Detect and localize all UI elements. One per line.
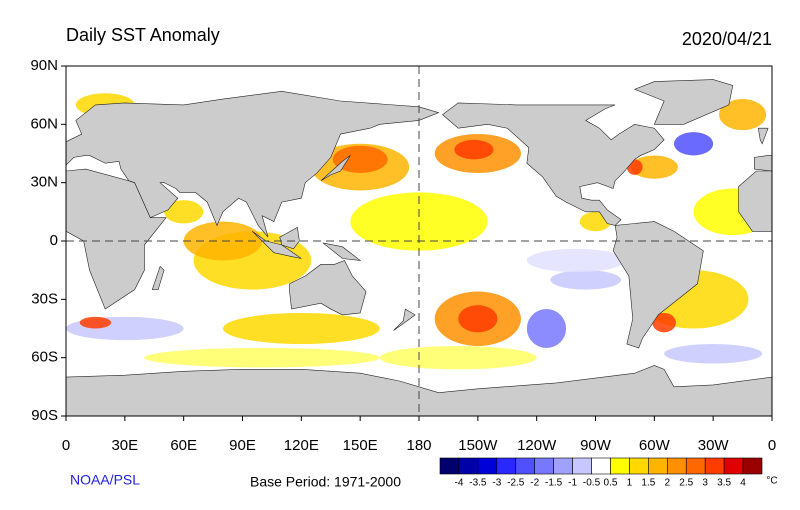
anomaly-patch: [164, 200, 204, 224]
colorbar-box: [648, 457, 668, 475]
anomaly-patch: [664, 344, 763, 364]
lon-label: 120E: [284, 437, 319, 454]
lat-label: 30N: [30, 174, 58, 191]
land: [151, 265, 165, 290]
date: 2020/04/21: [682, 29, 772, 49]
lon-label: 0: [62, 437, 70, 454]
land: [320, 155, 351, 181]
land: [322, 242, 362, 261]
land: [289, 260, 367, 316]
colorbar-box: [515, 457, 536, 475]
colorbar-label: -4: [454, 478, 463, 489]
colorbar-box: [477, 457, 498, 475]
credit: NOAA/PSL: [70, 472, 140, 488]
colorbar-label: 0.5: [604, 478, 618, 489]
land: [65, 90, 440, 238]
anomaly-patch: [454, 139, 494, 160]
colorbar-label: 2.5: [679, 478, 693, 489]
colorbar-box: [685, 457, 706, 475]
lon-label: 150E: [343, 437, 378, 454]
lat-label: 60N: [30, 115, 58, 132]
colorbar-label: 3.5: [717, 478, 731, 489]
land: [757, 127, 769, 145]
lon-label: 0: [768, 437, 776, 454]
lon-label: 60W: [639, 437, 671, 454]
colorbar-label: -3.5: [469, 478, 487, 489]
colorbar-box: [610, 457, 630, 475]
colorbar-box: [742, 457, 763, 475]
colorbar-box: [629, 457, 649, 475]
lat-label: 90S: [31, 407, 58, 424]
lon-label: 30E: [111, 437, 138, 454]
land: [754, 155, 773, 172]
anomaly-patch: [526, 309, 567, 348]
colorbar-box: [496, 457, 517, 475]
anomaly-patch: [350, 192, 488, 251]
colorbar-label: -0.5: [583, 478, 601, 489]
colorbar-label: 2: [665, 478, 671, 489]
colorbar-box: [553, 457, 573, 475]
lon-label: 30W: [698, 437, 730, 454]
colorbar-box: [723, 457, 744, 475]
colorbar-label: 4: [740, 478, 746, 489]
anomaly-patch: [719, 99, 767, 131]
colorbar-label: -1.5: [545, 478, 563, 489]
anomaly-patch: [550, 270, 621, 290]
lon-label: 90W: [580, 437, 612, 454]
colorbar-box: [572, 457, 592, 475]
anomaly-patch: [630, 155, 678, 179]
colorbar-label: 1: [627, 478, 633, 489]
land: [442, 102, 665, 226]
colorbar-label: -2: [530, 478, 539, 489]
lon-label: 90E: [229, 437, 256, 454]
lon-label: 180: [406, 437, 431, 454]
anomaly-patch: [222, 312, 380, 345]
anomaly-patch: [652, 312, 676, 333]
colorbar-box: [666, 457, 687, 475]
land: [393, 308, 416, 331]
colorbar-box: [439, 457, 460, 475]
lat-label: 60S: [31, 349, 58, 366]
colorbar-label: -3: [492, 478, 501, 489]
anomaly-patch: [673, 132, 714, 156]
anomaly-patch: [332, 145, 388, 173]
lat-label: 0: [50, 232, 58, 249]
land: [633, 79, 734, 125]
anomaly-patch: [79, 316, 112, 329]
title: Daily SST Anomaly: [66, 25, 220, 45]
colorbar-box: [704, 457, 725, 475]
colorbar-box: [534, 457, 554, 475]
anomaly-patch: [458, 305, 498, 333]
lon-label: 60E: [170, 437, 197, 454]
lon-label: 120W: [517, 437, 557, 454]
colorbar-box: [458, 457, 479, 475]
land: [612, 221, 704, 349]
colorbar-unit: °C: [766, 476, 777, 487]
anomaly-patch: [144, 347, 380, 368]
lat-label: 30S: [31, 290, 58, 307]
land: [279, 226, 300, 250]
colorbar-label: 3: [702, 478, 708, 489]
lat-label: 90N: [30, 57, 58, 74]
anomaly-patch: [526, 248, 625, 273]
lon-label: 150W: [458, 437, 498, 454]
colorbar-label: -1: [568, 478, 577, 489]
colorbar-label: -2.5: [507, 478, 525, 489]
base-period: Base Period: 1971-2000: [250, 474, 401, 490]
colorbar-label: 1.5: [641, 478, 655, 489]
anomaly-patch: [379, 346, 537, 370]
colorbar-box: [591, 457, 611, 475]
